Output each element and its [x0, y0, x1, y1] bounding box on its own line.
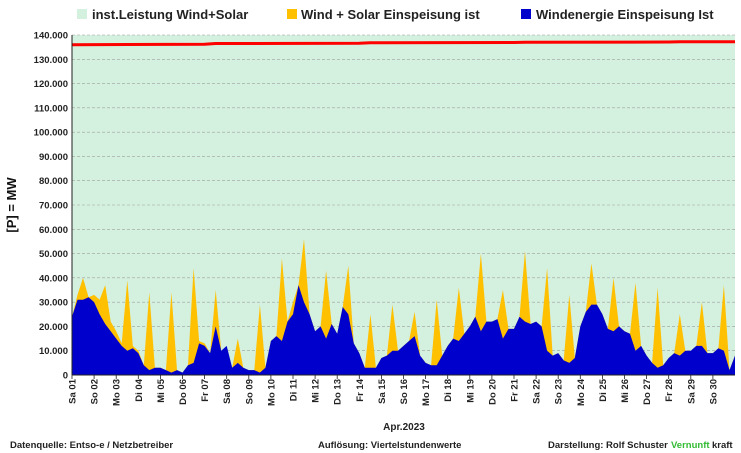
y-tick-label: 100.000: [34, 128, 68, 139]
legend-swatch-wind-solar: [287, 9, 297, 19]
y-tick-label: 30.000: [39, 298, 68, 309]
x-tick-label: Di 11: [289, 378, 300, 401]
footer: Datenquelle: Entso-e / Netzbetreiber Auf…: [10, 440, 733, 451]
x-axis-ticks: Sa 01 So 02 Mo 03 Di 04 Mi 05 Do 06 Fr 07 Sa 08…: [68, 375, 719, 406]
y-tick-label: 60.000: [39, 225, 68, 236]
y-tick-label: 20.000: [39, 322, 68, 333]
x-tick-label: Di 25: [598, 378, 609, 401]
x-tick-label: Do 27: [642, 379, 653, 405]
x-tick-label: Do 13: [333, 379, 344, 405]
x-tick-label: Mo 17: [421, 379, 432, 406]
footer-resolution: Auflösung: Viertelstundenwerte: [318, 440, 461, 451]
legend-label-wind-solar: Wind + Solar Einspeisung ist: [301, 7, 480, 22]
grid-lines: [72, 34, 735, 352]
legend-swatch-wind: [521, 9, 531, 19]
y-tick-label: 130.000: [34, 55, 68, 66]
y-tick-label: 40.000: [39, 273, 68, 284]
footer-author: Darstellung: Rolf Schuster: [548, 440, 668, 451]
y-axis-ticks: 0 10.000 20.000 30.000 40.000 50.000 60.000 70.…: [34, 31, 68, 382]
footer-source: Datenquelle: Entso-e / Netzbetreiber: [10, 440, 173, 451]
x-tick-label: Di 04: [134, 378, 145, 401]
x-tick-label: Mo 03: [112, 379, 123, 406]
y-tick-label: 80.000: [39, 176, 68, 187]
x-tick-label: Sa 15: [377, 378, 388, 404]
x-tick-label: Mi 26: [620, 379, 631, 403]
y-tick-label: 140.000: [34, 31, 68, 42]
y-tick-label: 90.000: [39, 152, 68, 163]
y-tick-label: 50.000: [39, 249, 68, 260]
x-tick-label: Sa 01: [68, 378, 79, 404]
x-tick-label: Sa 29: [686, 379, 697, 404]
x-tick-label: Mi 19: [465, 379, 476, 403]
legend-label-wind: Windenergie Einspeisung Ist: [536, 7, 714, 22]
y-tick-label: 110.000: [34, 103, 68, 114]
x-tick-label: So 16: [399, 379, 410, 404]
wind-area: [72, 285, 735, 375]
footer-brand-kraft: kraft: [712, 440, 733, 451]
y-tick-label: 120.000: [34, 79, 68, 90]
y-tick-label: 10.000: [39, 346, 68, 357]
footer-brand-vernunft: Vernunft: [671, 440, 710, 451]
x-tick-label: Di 18: [443, 379, 454, 402]
legend-swatch-installed: [77, 9, 87, 19]
x-tick-label: Sa 08: [222, 379, 233, 404]
legend: inst.Leistung Wind+Solar Wind + Solar Ei…: [77, 7, 714, 22]
x-tick-label: Fr 14: [355, 378, 366, 401]
x-tick-label: So 23: [554, 379, 565, 404]
x-tick-label: Do 06: [178, 379, 189, 405]
y-axis-label: [P] = MW: [4, 177, 19, 233]
x-tick-label: So 30: [708, 379, 719, 404]
x-axis-label: Apr.2023: [383, 422, 425, 433]
x-tick-label: Sa 22: [532, 379, 543, 404]
x-tick-label: So 09: [244, 379, 255, 404]
x-tick-label: Mi 12: [311, 379, 322, 403]
wind-solar-area: [72, 239, 735, 375]
legend-label-installed: inst.Leistung Wind+Solar: [92, 7, 248, 22]
x-tick-label: Mo 10: [266, 379, 277, 406]
x-tick-label: So 02: [90, 379, 101, 404]
x-tick-label: Fr 07: [200, 379, 211, 402]
x-tick-label: Fr 28: [664, 379, 675, 402]
y-tick-label: 70.000: [39, 201, 68, 212]
x-tick-label: Mo 24: [576, 378, 587, 406]
x-tick-label: Do 20: [487, 379, 498, 405]
x-tick-label: Fr 21: [510, 378, 521, 401]
y-tick-label: 0: [63, 371, 68, 382]
installed-capacity-line: [71, 40, 735, 47]
x-tick-label: Mi 05: [156, 378, 167, 402]
